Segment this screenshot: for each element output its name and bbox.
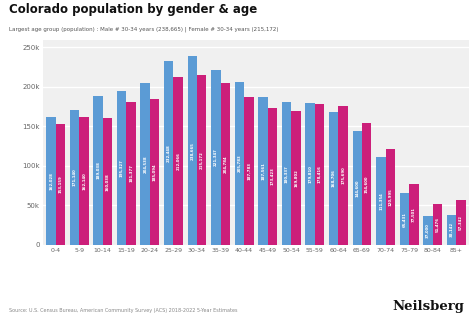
Bar — [353, 131, 362, 245]
Text: 153,159: 153,159 — [58, 175, 63, 193]
Bar — [409, 184, 419, 245]
Text: 175,690: 175,690 — [341, 167, 345, 184]
Text: 162,028: 162,028 — [49, 172, 53, 190]
Text: 169,802: 169,802 — [294, 169, 298, 187]
Text: 57,342: 57,342 — [459, 215, 463, 230]
Bar — [46, 117, 55, 245]
Bar — [197, 75, 207, 245]
Bar — [456, 200, 466, 245]
Text: 204,784: 204,784 — [223, 155, 228, 173]
Text: 160,038: 160,038 — [106, 173, 109, 191]
Text: 178,416: 178,416 — [318, 166, 321, 183]
Bar — [173, 77, 183, 245]
Text: 232,448: 232,448 — [167, 144, 171, 162]
Text: 38,142: 38,142 — [449, 222, 454, 237]
Bar — [244, 97, 254, 245]
Bar — [150, 99, 159, 245]
Bar — [140, 83, 150, 245]
Text: 51,476: 51,476 — [436, 217, 439, 232]
Bar — [188, 56, 197, 245]
Text: 204,538: 204,538 — [143, 155, 147, 173]
Text: 120,995: 120,995 — [388, 188, 392, 206]
Text: 238,665: 238,665 — [191, 142, 194, 160]
Text: 37,000: 37,000 — [426, 223, 430, 238]
Text: 77,501: 77,501 — [412, 207, 416, 222]
Text: 221,347: 221,347 — [214, 149, 218, 167]
Text: 168,706: 168,706 — [332, 169, 336, 187]
Text: 215,172: 215,172 — [200, 151, 204, 169]
Text: 205,783: 205,783 — [237, 155, 241, 173]
Text: Colorado population by gender & age: Colorado population by gender & age — [9, 3, 258, 16]
Text: 173,423: 173,423 — [271, 167, 274, 185]
Text: 111,354: 111,354 — [379, 192, 383, 210]
Bar — [258, 97, 268, 245]
Bar — [385, 149, 395, 245]
Text: 189,038: 189,038 — [96, 161, 100, 179]
Bar — [164, 61, 173, 245]
Text: 179,810: 179,810 — [308, 165, 312, 183]
Bar — [117, 91, 127, 245]
Bar — [376, 157, 385, 245]
Text: 154,600: 154,600 — [365, 175, 369, 192]
Bar — [103, 118, 112, 245]
Bar — [362, 123, 372, 245]
Text: 65,431: 65,431 — [402, 211, 406, 227]
Text: 144,600: 144,600 — [356, 179, 359, 197]
Bar — [55, 124, 65, 245]
Text: 185,094: 185,094 — [153, 163, 156, 181]
Bar — [282, 102, 292, 245]
Bar — [79, 117, 89, 245]
Text: Source: U.S. Census Bureau, American Community Survey (ACS) 2018-2022 5-Year Est: Source: U.S. Census Bureau, American Com… — [9, 308, 238, 313]
Bar — [423, 216, 433, 245]
Text: 162,140: 162,140 — [82, 172, 86, 190]
Bar — [433, 204, 442, 245]
Text: 180,337: 180,337 — [284, 165, 289, 183]
Bar — [235, 82, 244, 245]
Bar — [268, 108, 277, 245]
Bar — [315, 104, 324, 245]
Bar — [305, 103, 315, 245]
Text: 212,066: 212,066 — [176, 152, 180, 170]
Text: 187,561: 187,561 — [261, 162, 265, 180]
Text: 171,140: 171,140 — [73, 168, 76, 186]
Bar — [292, 111, 301, 245]
Text: 181,377: 181,377 — [129, 164, 133, 182]
Bar — [447, 215, 456, 245]
Bar — [338, 106, 348, 245]
Bar — [211, 70, 220, 245]
Text: 187,783: 187,783 — [247, 162, 251, 180]
Bar — [220, 83, 230, 245]
Text: 195,327: 195,327 — [119, 159, 124, 177]
Bar — [329, 112, 338, 245]
Text: Largest age group (population) : Male # 30-34 years (238,665) | Female # 30-34 y: Largest age group (population) : Male # … — [9, 27, 279, 32]
Bar — [93, 95, 103, 245]
Bar — [70, 110, 79, 245]
Bar — [400, 193, 409, 245]
Text: Neilsberg: Neilsberg — [392, 300, 465, 313]
Bar — [127, 102, 136, 245]
